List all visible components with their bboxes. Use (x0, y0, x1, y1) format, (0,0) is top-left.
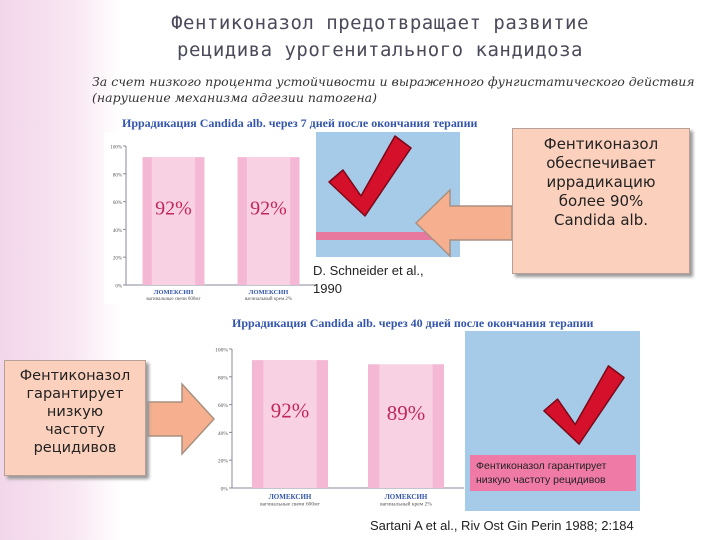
x-tick-label: ЛОМЕКСИН (385, 493, 428, 501)
arrow-left-icon (414, 188, 513, 258)
x-tick-sublabel: вагинальные свечи 600мг (146, 297, 200, 302)
title-line-1: Фентиконазол предотвращает развитие (171, 12, 589, 34)
bar-highlight (151, 157, 196, 285)
bar-highlight (263, 360, 317, 488)
y-tick-label: 60% (113, 201, 122, 206)
x-tick-sublabel: вагинальный крем 2% (380, 501, 432, 508)
x-tick-sublabel: вагинальные свечи 600мг (260, 502, 320, 508)
callout-line: Фентиконазол (19, 368, 131, 384)
y-tick-label: 20% (218, 459, 229, 465)
citation-sartani: Sartani A et al., Riv Ost Gin Perin 1988… (370, 518, 634, 533)
check-icon (543, 365, 625, 445)
callout-eradication: Фентиконазол обеспечивает иррадикацию бо… (512, 128, 690, 274)
pink-note: Фентиконазол гарантирует низкую частоту … (470, 455, 636, 491)
data-label: 89% (387, 401, 426, 425)
bar-chart-7-days: 100%80%60%40%20%0%92%ЛОМЕКСИНвагинальные… (110, 145, 316, 302)
data-label: 92% (250, 198, 287, 220)
page-title: Фентиконазол предотвращает развитие реци… (60, 10, 700, 64)
bar (237, 157, 300, 285)
callout-low-recurrence: Фентиконазол гарантирует низкую частоту … (4, 360, 146, 476)
callout-line: рецидивов (33, 440, 117, 456)
y-tick-label: 40% (113, 229, 122, 234)
check-icon (328, 135, 412, 217)
subtitle-line-2: (нарушение механизма адгезии патогена) (92, 90, 378, 105)
data-label: 92% (271, 399, 310, 423)
chart-title: Иррадикация Candida alb. через 40 дней п… (232, 316, 594, 330)
panel-pink-band (316, 232, 460, 240)
chart-title: Иррадикация Candida alb. через 7 дней по… (122, 116, 478, 130)
bar-highlight (379, 364, 433, 488)
callout-line: обеспечивает (546, 154, 656, 172)
chart-panel-7-days: Иррадикация Candida alb. через 7 дней по… (100, 112, 477, 304)
callout-line: низкую (46, 404, 104, 420)
callout-line: частоту (45, 422, 105, 438)
y-tick-label: 100% (110, 146, 122, 151)
bar-chart-40-days: 100%80%60%40%20%0%92%ЛОМЕКСИНвагинальные… (215, 348, 464, 508)
note-line-2: низкую частоту рецидивов (476, 474, 606, 486)
y-tick-label: 0% (115, 285, 122, 290)
citation-line: 1990 (313, 281, 342, 296)
subtitle-line-1: За счет низкого процента устойчивости и … (92, 74, 695, 89)
y-tick-label: 0% (221, 487, 229, 493)
y-tick-label: 20% (113, 257, 122, 262)
x-tick-label: ЛОМЕКСИН (269, 493, 312, 501)
y-tick-label: 80% (218, 375, 229, 381)
chart-panel-40-days: Иррадикация Candida alb. через 40 дней п… (200, 313, 640, 513)
callout-line: более 90% (558, 192, 644, 210)
y-tick-label: 80% (113, 173, 122, 178)
y-tick-label: 100% (215, 348, 228, 354)
data-label: 92% (155, 198, 192, 220)
bar (252, 360, 328, 488)
callout-line: Фентиконазол (543, 135, 659, 153)
callout-line: Candida alb. (554, 211, 648, 229)
note-line-1: Фентиконазол гарантирует (476, 460, 607, 472)
bar-highlight (246, 157, 291, 285)
x-tick-label: ЛОМЕКСИН (154, 289, 194, 296)
citation-line: D. Schneider et al., (313, 263, 424, 278)
title-line-2: рецидива урогенитального кандидоза (177, 39, 583, 61)
bar (368, 364, 444, 488)
arrow-right-icon (147, 382, 216, 456)
x-tick-sublabel: вагинальный крем 2% (245, 297, 292, 302)
citation-schneider: D. Schneider et al., 1990 (313, 262, 463, 298)
y-tick-label: 60% (218, 403, 229, 409)
callout-line: иррадикацию (546, 173, 656, 191)
bar (142, 157, 205, 285)
callout-line: гарантирует (26, 386, 124, 402)
page-subtitle: За счет низкого процента устойчивости и … (92, 74, 702, 106)
y-tick-label: 40% (218, 431, 229, 437)
x-tick-label: ЛОМЕКСИН (249, 289, 289, 296)
